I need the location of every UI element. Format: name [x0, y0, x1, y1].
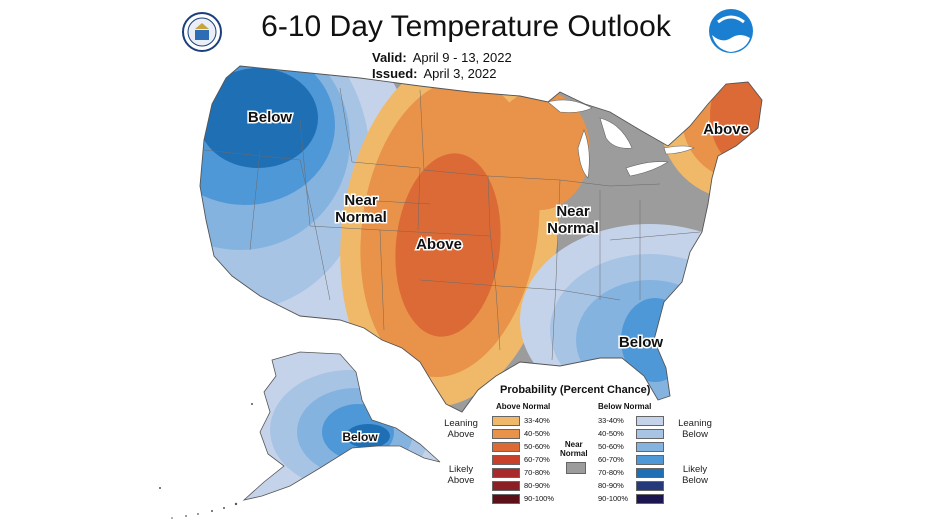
noaa-logo-icon	[709, 9, 753, 53]
legend-above-row: 80-90%	[492, 479, 562, 491]
legend-below-swatch	[636, 494, 664, 504]
legend-below-row: 40-50%	[598, 427, 670, 439]
legend-below-header: Below Normal	[598, 402, 652, 411]
legend-above-swatch	[492, 494, 520, 504]
valid-line: Valid: April 9 - 13, 2022	[372, 50, 512, 65]
legend-below-swatch	[636, 455, 664, 465]
legend-leaning-below: Leaning Below	[672, 418, 718, 440]
legend-title: Probability (Percent Chance)	[500, 384, 651, 396]
issued-label: Issued:	[372, 66, 418, 81]
legend-above-range: 80-90%	[524, 481, 550, 490]
legend-above-swatch	[492, 455, 520, 465]
region-alaska-label: Below	[342, 430, 378, 444]
legend-below-range: 40-50%	[598, 429, 624, 438]
legend-below-range: 33-40%	[598, 416, 624, 425]
legend-below-row: 70-80%	[598, 466, 670, 478]
conus-outline	[199, 65, 763, 413]
near-line2: Normal	[560, 449, 588, 458]
region-west-near-label-1: Near	[344, 192, 378, 209]
legend-near-label: Near Normal	[560, 440, 588, 458]
legend-above-swatch	[492, 416, 520, 426]
region-northwest-label: Below	[248, 109, 293, 126]
legend-below-swatch	[636, 468, 664, 478]
region-northeast-label: Above	[703, 121, 749, 138]
legend-below-range: 90-100%	[598, 494, 629, 503]
legend-above-row: 50-60%	[492, 440, 562, 452]
legend-likely-below: Likely Below	[672, 464, 718, 486]
legend-above-swatch	[492, 429, 520, 439]
likely-above-line2: Above	[447, 475, 475, 486]
legend-below-row: 90-100%	[598, 492, 670, 504]
legend-below-row: 60-70%	[598, 453, 670, 465]
state-borders	[203, 87, 701, 361]
near-line1: Near	[564, 440, 583, 449]
legend-below-swatch	[636, 442, 664, 452]
legend-above-row: 60-70%	[492, 453, 562, 465]
legend-above-range: 90-100%	[524, 494, 555, 503]
conus-shading	[200, 66, 762, 412]
legend-leaning-above: Leaning Above	[438, 418, 484, 440]
legend-below-range: 80-90%	[598, 481, 624, 490]
legend-above-header: Above Normal	[496, 402, 551, 411]
likely-below-line1: Likely	[682, 464, 708, 475]
issued-value: April 3, 2022	[423, 66, 497, 81]
leaning-below-line1: Leaning	[678, 418, 712, 429]
leaning-below-line2: Below	[682, 429, 708, 440]
legend-above-row: 33-40%	[492, 414, 562, 426]
great-lakes	[547, 99, 695, 179]
commerce-seal-icon	[182, 12, 222, 52]
leaning-above-line2: Above	[447, 429, 475, 440]
issued-line: Issued: April 3, 2022	[372, 66, 497, 81]
region-east-near-label-1: Near	[556, 203, 590, 220]
legend-above-row: 90-100%	[492, 492, 562, 504]
legend-above-range: 40-50%	[524, 429, 550, 438]
legend-above-row: 70-80%	[492, 466, 562, 478]
region-southeast-label: Below	[619, 334, 664, 351]
region-west-near-label-2: Normal	[335, 209, 387, 226]
valid-label: Valid:	[372, 50, 407, 65]
legend-below-row: 50-60%	[598, 440, 670, 452]
legend-above-range: 70-80%	[524, 468, 550, 477]
legend-below-row: 33-40%	[598, 414, 670, 426]
legend-above-row: 40-50%	[492, 427, 562, 439]
legend-above-range: 60-70%	[524, 455, 550, 464]
valid-value: April 9 - 13, 2022	[412, 50, 512, 65]
legend-above-swatch	[492, 468, 520, 478]
likely-below-line2: Below	[682, 475, 708, 486]
legend-above-swatch	[492, 442, 520, 452]
legend-below-range: 60-70%	[598, 455, 624, 464]
likely-above-line1: Likely	[448, 464, 474, 475]
legend-above-swatch	[492, 481, 520, 491]
legend-above-range: 33-40%	[524, 416, 550, 425]
leaning-above-line1: Leaning	[444, 418, 478, 429]
legend-below-range: 70-80%	[598, 468, 624, 477]
alaska-outline	[242, 351, 441, 501]
region-east-near-label-2: Normal	[547, 220, 599, 237]
legend-likely-above: Likely Above	[438, 464, 484, 486]
legend-below-swatch	[636, 416, 664, 426]
probability-legend: Probability (Percent Chance) Above Norma…	[438, 384, 712, 524]
legend-near-swatch	[566, 462, 586, 474]
legend-below-range: 50-60%	[598, 442, 624, 451]
legend-below-swatch	[636, 429, 664, 439]
aleutian-islands	[159, 403, 253, 519]
legend-below-row: 80-90%	[598, 479, 670, 491]
legend-below-swatch	[636, 481, 664, 491]
legend-above-range: 50-60%	[524, 442, 550, 451]
page-title: 6-10 Day Temperature Outlook	[261, 10, 671, 43]
region-plains-label: Above	[416, 236, 462, 253]
